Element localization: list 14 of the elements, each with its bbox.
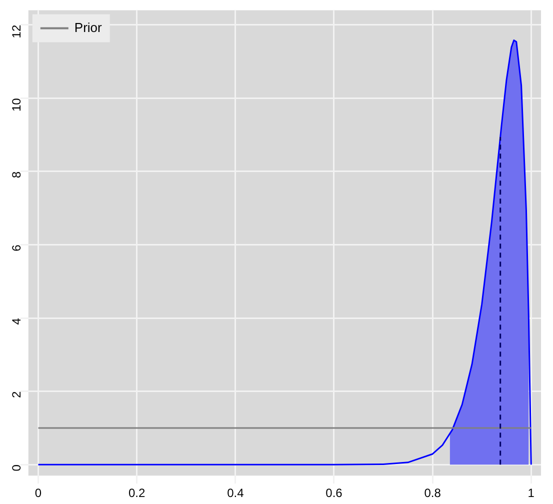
- y-tick-label: 2: [10, 391, 24, 398]
- y-tick-label: 4: [10, 318, 24, 325]
- y-tick-label: 10: [10, 98, 24, 112]
- x-tick-label: 0.4: [227, 486, 244, 500]
- x-tick-label: 1: [528, 486, 535, 500]
- x-tick-label: 0.6: [326, 486, 343, 500]
- y-tick-label: 12: [10, 24, 24, 38]
- y-tick-label: 0: [10, 464, 24, 472]
- x-tick-label: 0: [34, 486, 42, 500]
- x-tick-label: 0.8: [424, 486, 442, 500]
- y-tick-label: 6: [10, 244, 24, 252]
- x-tick-label: 0.2: [128, 486, 146, 500]
- legend-label: Prior: [74, 20, 103, 35]
- y-tick-label: 8: [10, 171, 24, 178]
